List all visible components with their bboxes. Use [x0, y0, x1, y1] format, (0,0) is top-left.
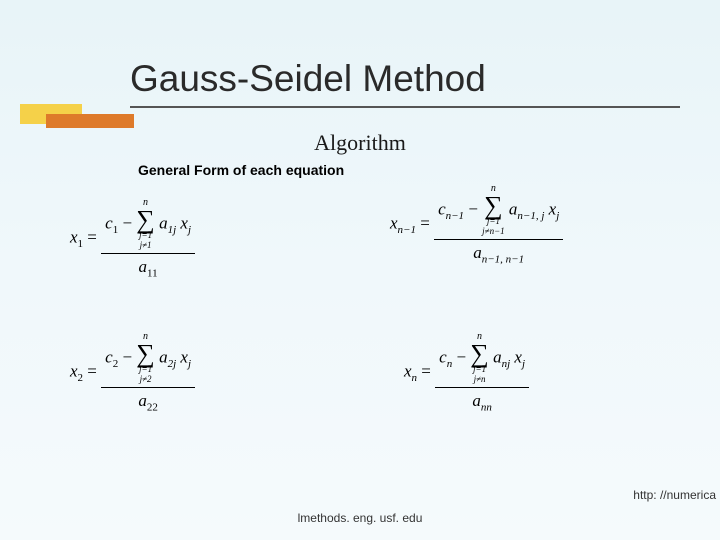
title-block: Gauss-Seidel Method — [130, 58, 680, 108]
equation-x1: x1 = c1 − n ∑ j=1j≠1 a1j xj a11 — [70, 198, 195, 280]
slide-subheading: General Form of each equation — [138, 162, 344, 178]
accent-orange-block — [46, 114, 134, 128]
equation-x2: x2 = c2 − n ∑ j=1j≠2 a2j xj a22 — [70, 332, 195, 414]
equation-xn-1: xn−1 = cn−1 − n ∑ j=1j≠n−1 an−1, j xj an… — [390, 184, 563, 266]
footer-right-text: http: //numerica — [633, 488, 716, 502]
equation-grid: x1 = c1 − n ∑ j=1j≠1 a1j xj a11 x2 = — [70, 184, 680, 484]
slide-title: Gauss-Seidel Method — [130, 58, 680, 104]
title-underline — [130, 106, 680, 108]
footer-center-text: lmethods. eng. usf. edu — [0, 511, 720, 525]
equation-xn: xn = cn − n ∑ j=1j≠n anj xj ann — [404, 332, 529, 414]
slide-subtitle: Algorithm — [0, 130, 720, 156]
